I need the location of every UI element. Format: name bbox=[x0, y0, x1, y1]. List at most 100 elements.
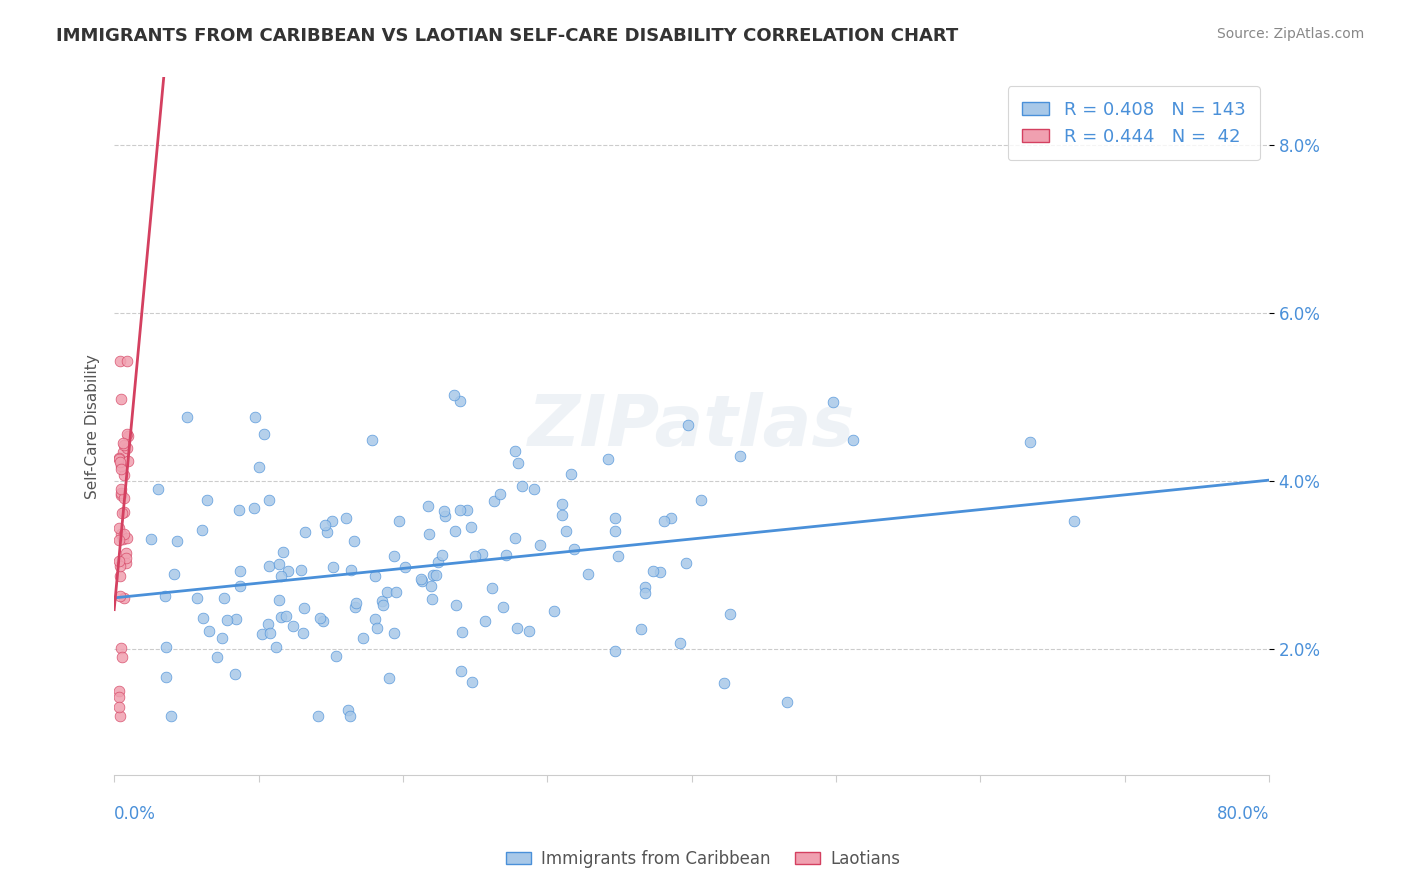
Point bbox=[508, 456, 530, 470]
Point bbox=[224, 667, 246, 681]
Point bbox=[425, 567, 447, 582]
Point bbox=[110, 488, 132, 502]
Point bbox=[108, 451, 131, 466]
Point bbox=[270, 610, 292, 624]
Text: Source: ZipAtlas.com: Source: ZipAtlas.com bbox=[1216, 27, 1364, 41]
Point bbox=[482, 493, 505, 508]
Point bbox=[416, 500, 439, 514]
Point bbox=[388, 514, 411, 528]
Legend: R = 0.408   N = 143, R = 0.444   N =  42: R = 0.408 N = 143, R = 0.444 N = 42 bbox=[1008, 87, 1260, 161]
Point bbox=[422, 567, 444, 582]
Point bbox=[107, 521, 129, 535]
Point bbox=[384, 549, 406, 564]
Point bbox=[115, 354, 138, 368]
Point bbox=[652, 514, 675, 528]
Point bbox=[211, 631, 233, 645]
Point bbox=[228, 502, 250, 516]
Point bbox=[576, 567, 599, 582]
Point bbox=[191, 611, 214, 625]
Point bbox=[114, 556, 136, 570]
Point bbox=[274, 609, 297, 624]
Point bbox=[449, 502, 471, 516]
Point bbox=[555, 524, 578, 538]
Point bbox=[378, 671, 401, 685]
Point bbox=[115, 442, 138, 456]
Point bbox=[311, 614, 333, 628]
Point bbox=[364, 612, 387, 626]
Point bbox=[728, 449, 751, 463]
Point bbox=[409, 572, 432, 586]
Point bbox=[456, 503, 478, 517]
Point bbox=[292, 601, 315, 615]
Point bbox=[110, 486, 132, 500]
Point bbox=[153, 589, 176, 603]
Point bbox=[110, 462, 132, 476]
Point bbox=[115, 546, 138, 560]
Point bbox=[382, 626, 405, 640]
Point bbox=[675, 556, 697, 570]
Point bbox=[112, 491, 135, 505]
Point bbox=[1018, 435, 1040, 450]
Point bbox=[543, 604, 565, 618]
Point bbox=[108, 533, 131, 547]
Point bbox=[108, 558, 131, 573]
Point bbox=[281, 619, 304, 633]
Point bbox=[634, 586, 657, 600]
Point bbox=[678, 418, 700, 433]
Point bbox=[110, 459, 132, 474]
Point bbox=[229, 564, 252, 578]
Point bbox=[510, 479, 533, 493]
Point bbox=[191, 524, 214, 538]
Point bbox=[111, 444, 134, 458]
Point bbox=[352, 631, 374, 645]
Point bbox=[420, 579, 443, 593]
Point bbox=[690, 493, 713, 508]
Point bbox=[418, 527, 440, 541]
Point bbox=[269, 558, 291, 572]
Point bbox=[108, 690, 131, 705]
Point bbox=[603, 524, 626, 538]
Point bbox=[451, 624, 474, 639]
Point bbox=[505, 443, 527, 458]
Point bbox=[506, 621, 529, 635]
Point bbox=[641, 565, 664, 579]
Point bbox=[461, 675, 484, 690]
Point bbox=[110, 568, 132, 582]
Point bbox=[252, 627, 274, 641]
Point bbox=[1063, 514, 1085, 528]
Text: 0.0%: 0.0% bbox=[114, 805, 156, 823]
Point bbox=[215, 613, 238, 627]
Point bbox=[823, 394, 845, 409]
Point bbox=[443, 388, 465, 402]
Point bbox=[366, 621, 388, 635]
Point bbox=[225, 612, 247, 626]
Point bbox=[394, 560, 416, 574]
Y-axis label: Self-Care Disability: Self-Care Disability bbox=[86, 354, 100, 499]
Point bbox=[471, 547, 494, 561]
Text: ZIPatlas: ZIPatlas bbox=[527, 392, 855, 460]
Point bbox=[464, 549, 486, 563]
Point bbox=[146, 482, 169, 496]
Point bbox=[112, 438, 135, 452]
Point bbox=[430, 549, 453, 563]
Point bbox=[659, 511, 682, 525]
Point bbox=[160, 709, 183, 723]
Point bbox=[427, 555, 450, 569]
Point bbox=[166, 534, 188, 549]
Point bbox=[247, 460, 270, 475]
Point bbox=[108, 709, 131, 723]
Point bbox=[112, 591, 135, 605]
Point bbox=[385, 585, 408, 599]
Point bbox=[529, 538, 551, 552]
Point bbox=[117, 454, 139, 468]
Point bbox=[259, 558, 281, 573]
Point bbox=[212, 591, 235, 606]
Legend: Immigrants from Caribbean, Laotians: Immigrants from Caribbean, Laotians bbox=[499, 844, 907, 875]
Point bbox=[605, 511, 627, 525]
Point bbox=[291, 625, 314, 640]
Point bbox=[108, 354, 131, 368]
Point bbox=[488, 486, 510, 500]
Point bbox=[115, 550, 138, 565]
Point bbox=[517, 624, 540, 639]
Point bbox=[253, 426, 276, 441]
